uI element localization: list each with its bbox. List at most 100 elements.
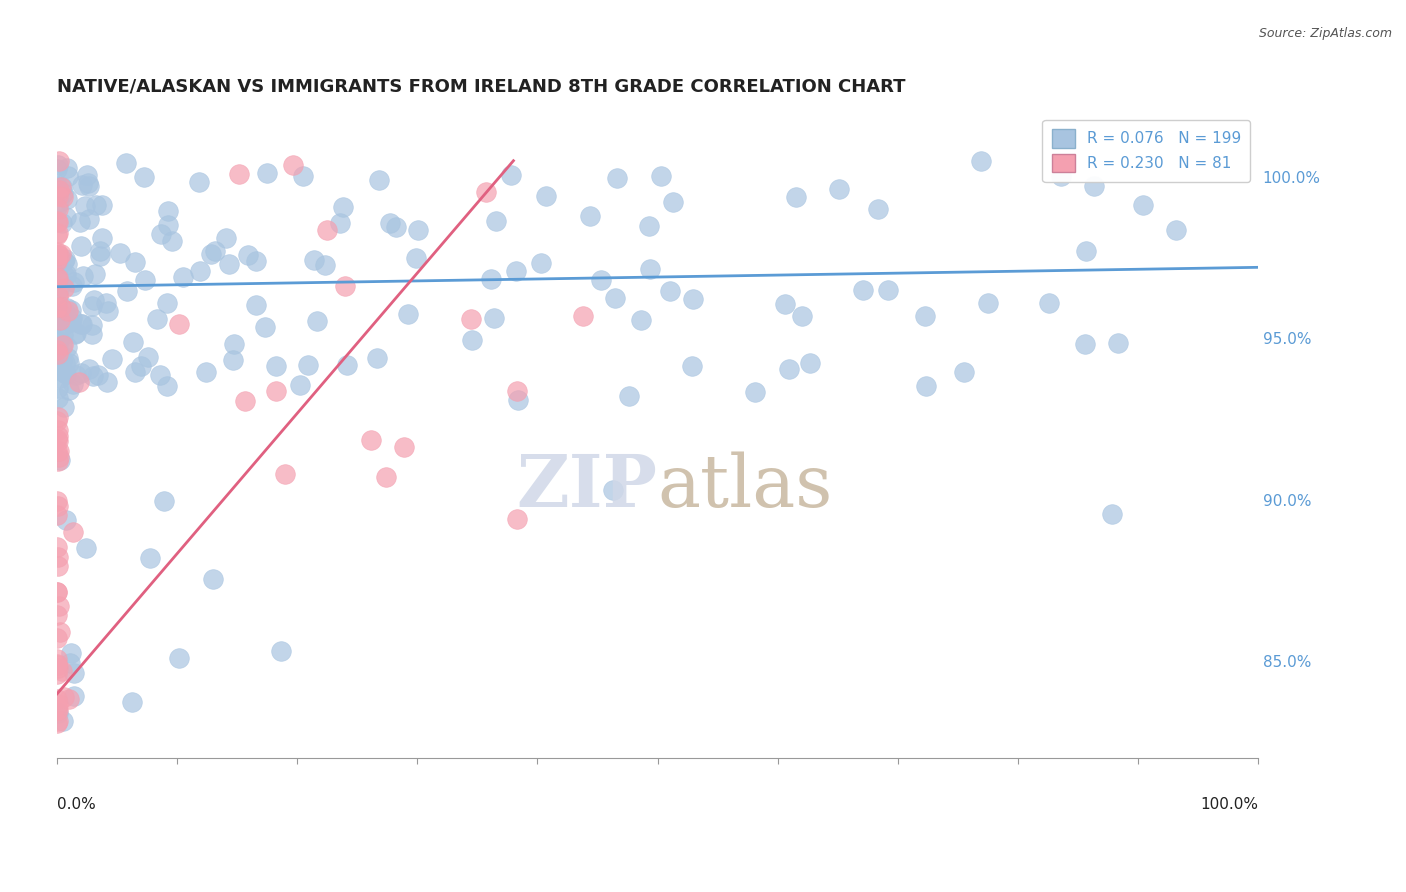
- Point: [56, 257, 79, 271]
- Point: [82, 300, 104, 314]
- Point: [602, 483, 624, 498]
- Point: [62, 275, 84, 289]
- Point: [378, 216, 401, 230]
- Point: [396, 307, 419, 321]
- Text: 100.0%: 100.0%: [1199, 797, 1258, 812]
- Point: [406, 223, 429, 237]
- Point: [46, 200, 69, 214]
- Point: [48, 194, 70, 209]
- Point: [48, 344, 70, 359]
- Point: [274, 467, 297, 482]
- Point: [55, 267, 77, 281]
- Point: [329, 216, 352, 230]
- Point: [101, 351, 124, 366]
- Point: [53, 253, 76, 268]
- Point: [233, 393, 256, 408]
- Point: [1101, 508, 1123, 522]
- Point: [46, 584, 69, 599]
- Point: [188, 264, 211, 278]
- Point: [571, 309, 593, 323]
- Point: [76, 168, 98, 182]
- Point: [281, 158, 304, 172]
- Text: ZIP: ZIP: [516, 451, 658, 523]
- Point: [65, 368, 87, 383]
- Point: [314, 258, 336, 272]
- Point: [65, 326, 87, 340]
- Point: [46, 508, 69, 522]
- Point: [288, 377, 311, 392]
- Point: [55, 513, 77, 527]
- Point: [46, 301, 69, 315]
- Point: [48, 248, 70, 262]
- Point: [460, 311, 482, 326]
- Point: [605, 291, 627, 305]
- Point: [305, 314, 328, 328]
- Point: [530, 256, 553, 270]
- Point: [474, 185, 496, 199]
- Point: [51, 180, 73, 194]
- Point: [46, 244, 69, 259]
- Point: [914, 379, 936, 393]
- Point: [96, 375, 118, 389]
- Point: [51, 328, 73, 343]
- Point: [124, 365, 146, 379]
- Point: [53, 252, 76, 266]
- Point: [48, 154, 70, 169]
- Point: [129, 359, 152, 373]
- Point: [48, 282, 70, 296]
- Point: [48, 703, 70, 717]
- Point: [505, 384, 527, 398]
- Point: [266, 384, 288, 399]
- Point: [638, 262, 661, 277]
- Point: [46, 423, 69, 437]
- Point: [46, 499, 69, 513]
- Point: [48, 183, 70, 197]
- Point: [70, 317, 93, 331]
- Point: [799, 356, 821, 370]
- Point: [83, 293, 105, 307]
- Point: [52, 280, 75, 294]
- Point: [46, 226, 69, 240]
- Point: [49, 452, 72, 467]
- Point: [264, 359, 287, 373]
- Point: [778, 362, 800, 376]
- Point: [48, 444, 70, 458]
- Point: [51, 354, 73, 368]
- Point: [46, 227, 69, 242]
- Point: [49, 180, 72, 194]
- Point: [77, 176, 100, 190]
- Point: [46, 261, 69, 276]
- Point: [204, 244, 226, 259]
- Point: [215, 231, 238, 245]
- Point: [60, 311, 83, 326]
- Point: [405, 252, 427, 266]
- Point: [46, 343, 69, 358]
- Point: [638, 219, 661, 233]
- Point: [59, 315, 82, 329]
- Point: [167, 651, 190, 665]
- Point: [77, 178, 100, 193]
- Point: [333, 279, 356, 293]
- Point: [46, 434, 69, 448]
- Point: [108, 245, 131, 260]
- Point: [292, 169, 315, 183]
- Point: [48, 363, 70, 377]
- Point: [51, 338, 73, 352]
- Point: [661, 194, 683, 209]
- Point: [245, 253, 267, 268]
- Point: [630, 313, 652, 327]
- Point: [256, 166, 278, 180]
- Point: [461, 334, 484, 348]
- Point: [46, 453, 69, 467]
- Point: [89, 249, 111, 263]
- Point: [46, 252, 69, 266]
- Point: [46, 253, 69, 268]
- Point: [149, 368, 172, 383]
- Point: [51, 216, 73, 230]
- Point: [70, 178, 93, 192]
- Point: [84, 198, 107, 212]
- Point: [46, 270, 69, 285]
- Point: [51, 301, 73, 315]
- Point: [58, 356, 80, 370]
- Point: [46, 660, 69, 674]
